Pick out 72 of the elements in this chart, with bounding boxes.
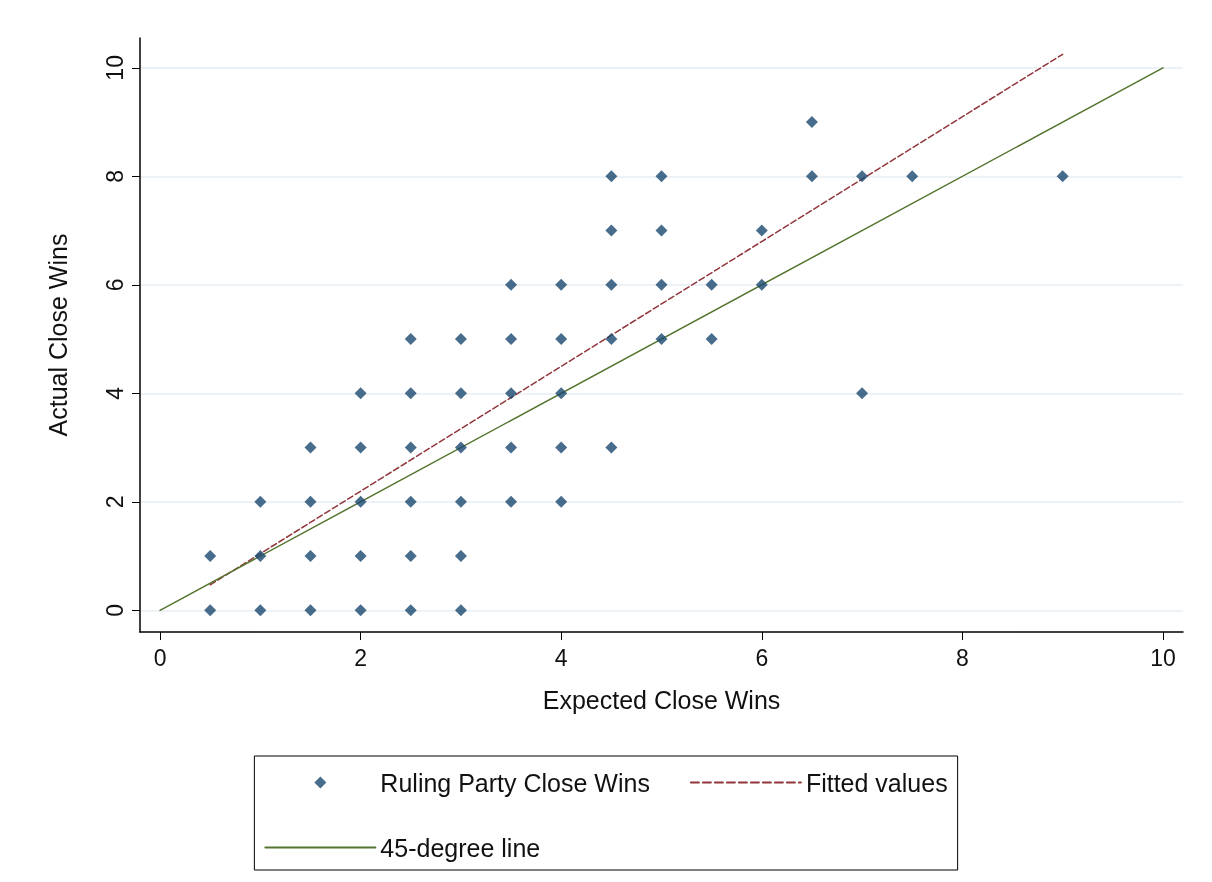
point (354, 495, 367, 508)
point (505, 333, 518, 346)
y-tick-label: 2 (101, 495, 128, 509)
point (354, 550, 367, 563)
point (755, 224, 768, 237)
point (254, 550, 267, 563)
y-axis-title: Actual Close Wins (43, 233, 72, 437)
point (404, 495, 417, 508)
point (705, 333, 718, 346)
y-tick-label: 8 (101, 169, 128, 183)
point (605, 441, 618, 454)
point (254, 495, 267, 508)
point (304, 550, 317, 563)
point (505, 278, 518, 291)
legend-label: Fitted values (805, 768, 948, 797)
point (454, 550, 467, 563)
point (404, 387, 417, 400)
point (505, 387, 518, 400)
x-tick-label: 10 (1150, 644, 1176, 671)
point (555, 495, 568, 508)
point (555, 333, 568, 346)
point (655, 278, 668, 291)
point (304, 441, 317, 454)
point (404, 333, 417, 346)
point (505, 495, 518, 508)
point (555, 441, 568, 454)
point (354, 441, 367, 454)
x-axis-title: Expected Close Wins (542, 685, 781, 714)
point (655, 333, 668, 346)
point (454, 387, 467, 400)
legend-label: Ruling Party Close Wins (380, 768, 650, 797)
point (204, 604, 217, 617)
y-tick-label: 6 (101, 278, 128, 292)
point (906, 170, 919, 183)
point (505, 441, 518, 454)
legend-label: 45-degree line (380, 833, 541, 862)
point (705, 278, 718, 291)
point (454, 333, 467, 346)
point (655, 224, 668, 237)
y-tick-label: 0 (101, 603, 128, 617)
x-tick-label: 8 (955, 644, 969, 671)
point (404, 550, 417, 563)
point (454, 604, 467, 617)
point (1056, 170, 1069, 183)
point (304, 495, 317, 508)
x-tick-label: 4 (554, 644, 568, 671)
x-tick-label: 0 (153, 644, 167, 671)
point (755, 278, 768, 291)
point (655, 170, 668, 183)
point (555, 387, 568, 400)
y-tick-label: 10 (101, 55, 128, 81)
point (304, 604, 317, 617)
point (254, 604, 267, 617)
point (404, 441, 417, 454)
point (805, 170, 818, 183)
point (404, 604, 417, 617)
x-tick-label: 2 (354, 644, 368, 671)
point (555, 278, 568, 291)
point (454, 441, 467, 454)
x-tick-label: 6 (755, 644, 769, 671)
point (605, 278, 618, 291)
point (805, 116, 818, 129)
point (605, 333, 618, 346)
point (354, 387, 367, 400)
y-tick-label: 4 (101, 386, 128, 400)
point (204, 550, 217, 563)
point (454, 495, 467, 508)
point (605, 170, 618, 183)
point (354, 604, 367, 617)
point (856, 170, 869, 183)
point (605, 224, 618, 237)
point (856, 387, 869, 400)
